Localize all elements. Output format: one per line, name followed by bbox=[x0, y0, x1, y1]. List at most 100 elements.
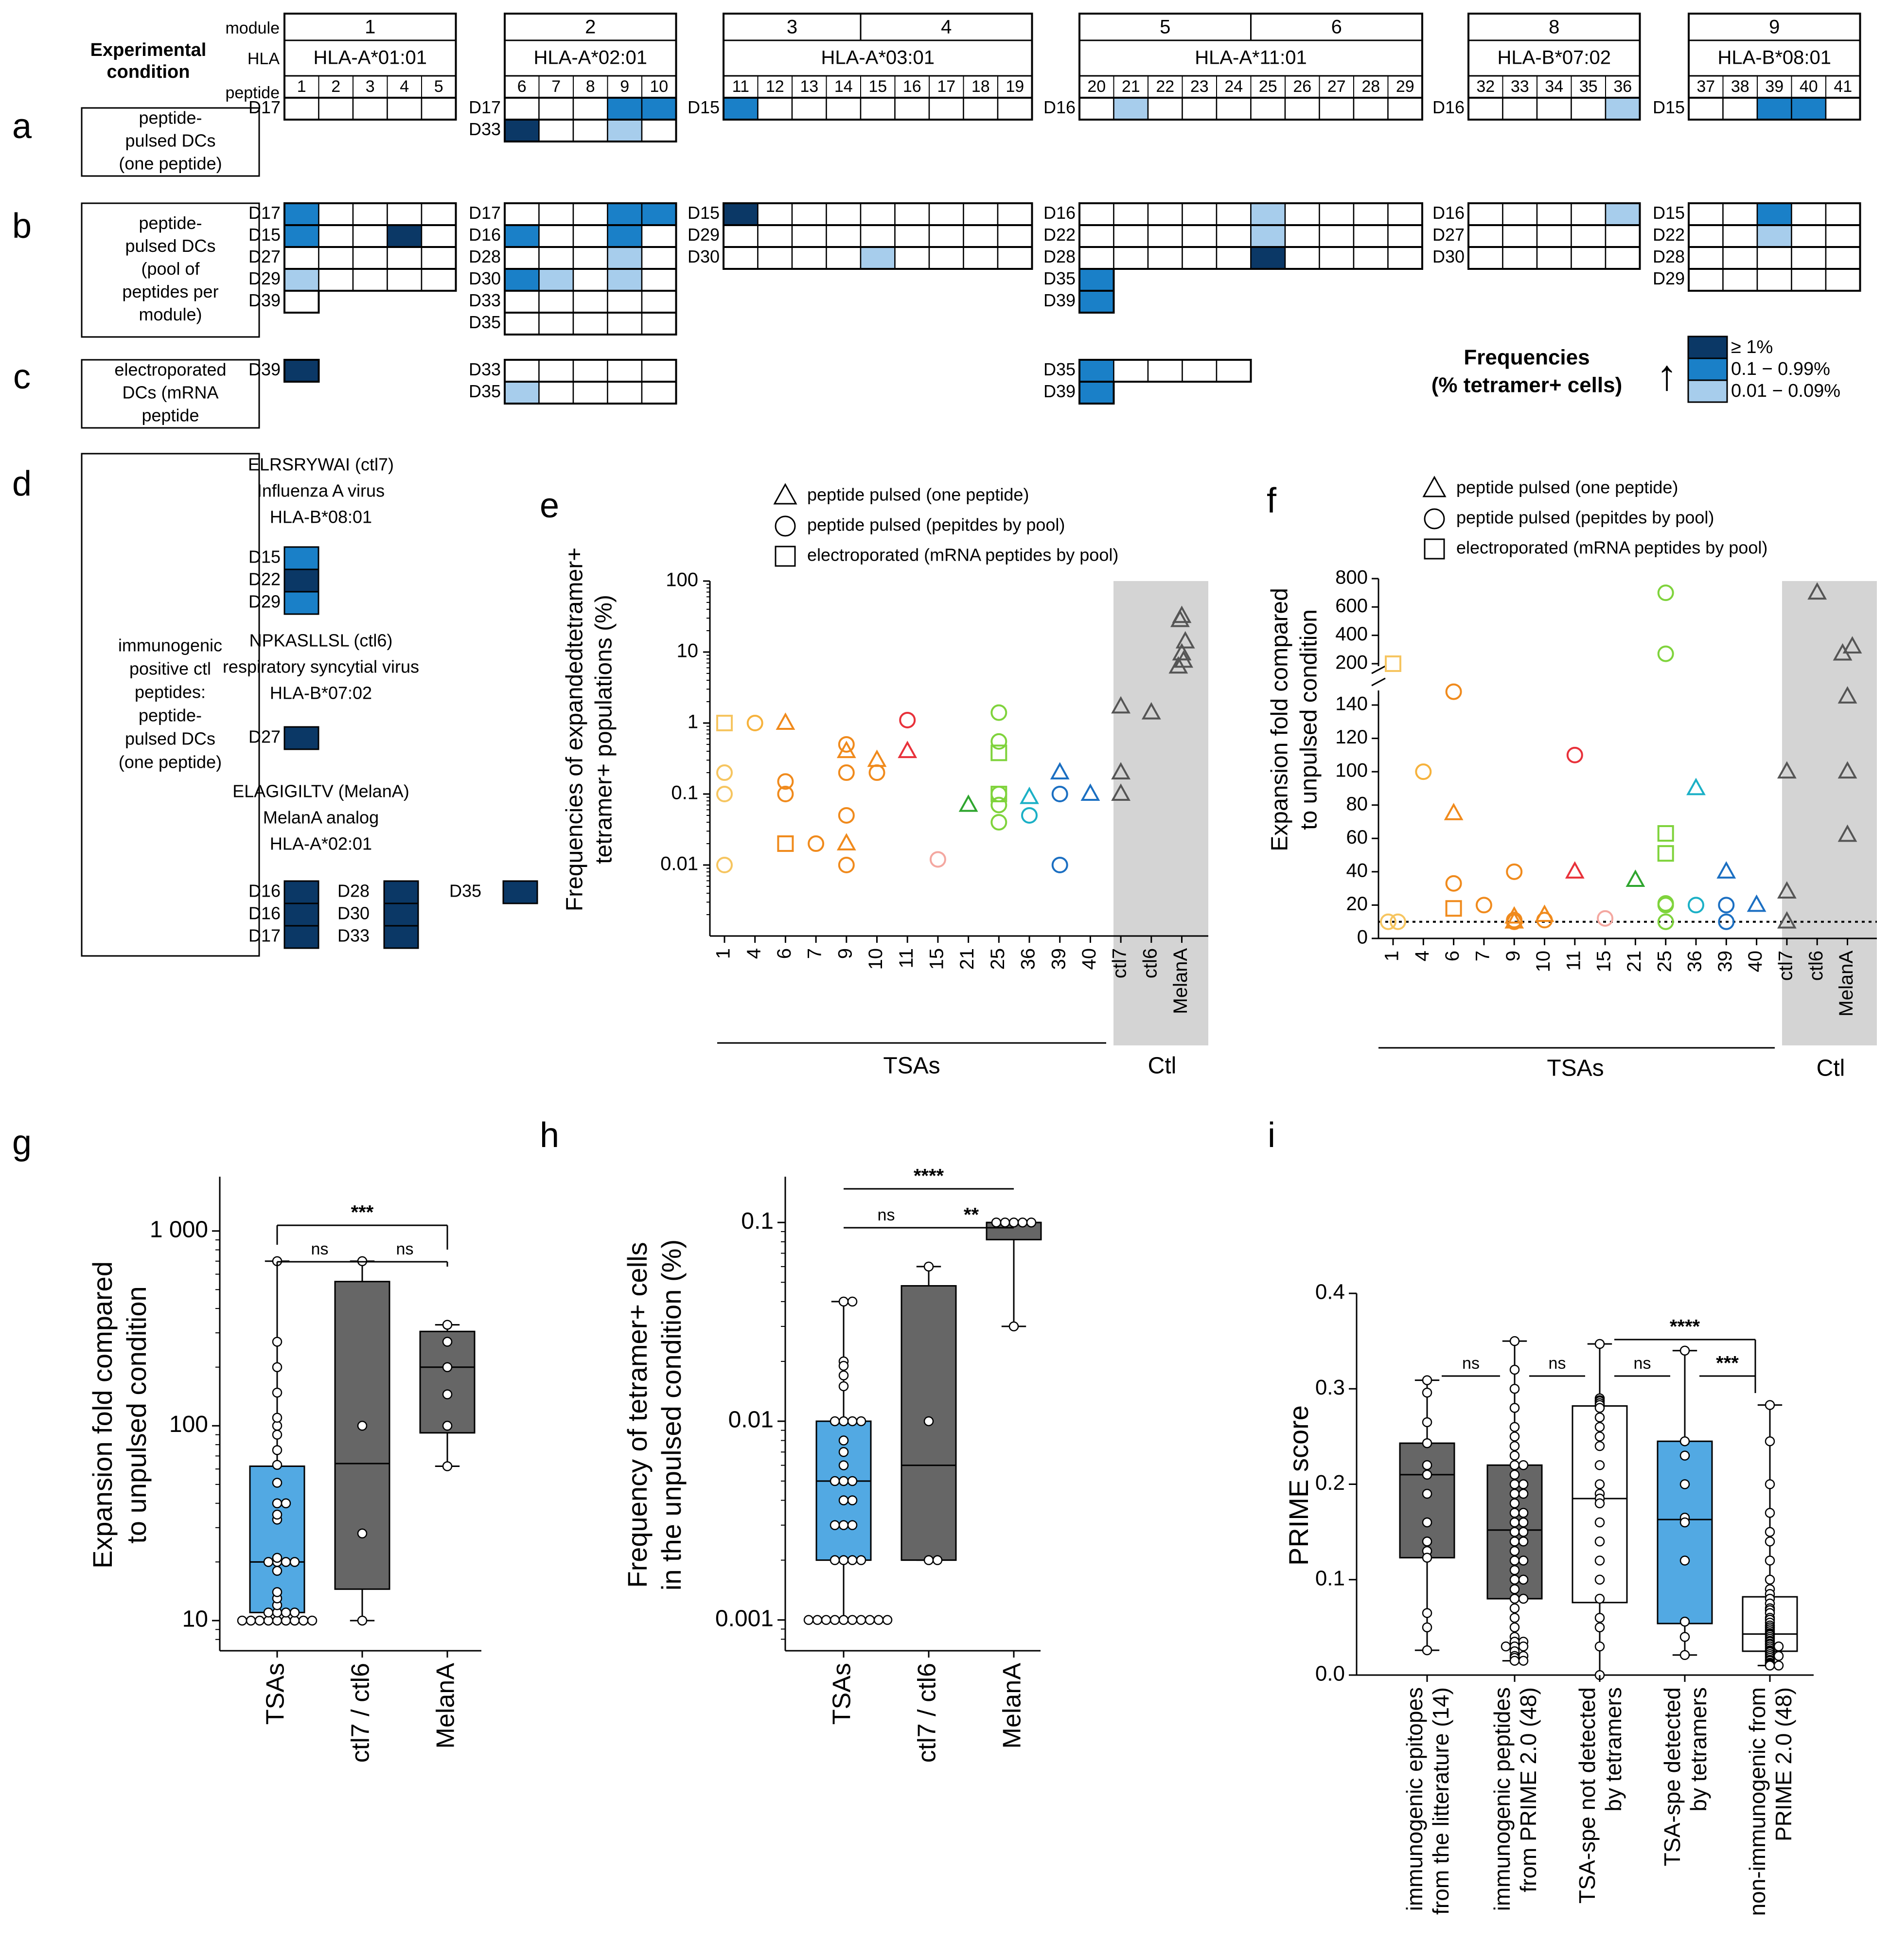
grid-cell bbox=[1284, 97, 1320, 121]
data-point bbox=[838, 1460, 849, 1470]
data-point bbox=[263, 1615, 274, 1626]
grid-cell bbox=[1216, 246, 1252, 270]
x-category-label: ctl7 / ctl6 bbox=[347, 1663, 375, 1763]
data-point bbox=[929, 851, 946, 868]
grid-cell bbox=[1536, 202, 1572, 226]
x-category-label: from PRIME 2.0 (48) bbox=[1516, 1687, 1541, 1892]
data-point bbox=[1594, 1622, 1605, 1633]
grid-cell bbox=[1467, 224, 1503, 248]
x-tick-label: ctl6 bbox=[1805, 951, 1827, 981]
data-point bbox=[923, 1416, 934, 1427]
data-point bbox=[1765, 1536, 1775, 1547]
data-point bbox=[254, 1615, 265, 1626]
grid-cell bbox=[1722, 246, 1758, 270]
data-point bbox=[1509, 1460, 1520, 1470]
grid-cell bbox=[1387, 224, 1423, 248]
grid-cell bbox=[860, 97, 896, 121]
y-axis-title: Frequencies of expandedtetramer+ bbox=[562, 547, 588, 911]
data-point bbox=[856, 1555, 866, 1565]
data-point bbox=[1594, 1593, 1605, 1604]
donor-label: D33 bbox=[469, 359, 501, 379]
grid-row-frame bbox=[723, 97, 1033, 121]
donor-label: D16 bbox=[1043, 97, 1076, 117]
data-point bbox=[442, 1337, 453, 1347]
data-point bbox=[357, 1421, 368, 1431]
grid-cell bbox=[1353, 97, 1389, 121]
panel-d-frame bbox=[81, 453, 260, 957]
y-tick-label: 10 bbox=[677, 640, 699, 662]
x-tick-label: 40 bbox=[1078, 948, 1100, 970]
data-point bbox=[1765, 1508, 1775, 1518]
data-point bbox=[272, 1498, 283, 1508]
condition-row-label: peptide bbox=[141, 406, 199, 425]
x-category-label: ctl7 / ctl6 bbox=[913, 1663, 941, 1763]
data-point bbox=[990, 733, 1007, 750]
grid-cell bbox=[607, 290, 643, 314]
data-point bbox=[281, 1615, 291, 1626]
data-point bbox=[838, 1435, 849, 1446]
y-tick-label: 120 bbox=[1335, 726, 1368, 748]
grid-cell bbox=[504, 224, 540, 248]
legend-square-icon bbox=[775, 546, 796, 567]
grid-row-frame bbox=[283, 97, 457, 121]
y-tick-label: 100 bbox=[169, 1412, 208, 1437]
grid-cell bbox=[504, 97, 540, 121]
module-number: 8 bbox=[1549, 17, 1559, 38]
grid-cell bbox=[1571, 224, 1607, 248]
grid-row-frame bbox=[1078, 97, 1423, 121]
data-point bbox=[1509, 1555, 1520, 1566]
data-point bbox=[1475, 897, 1492, 914]
grid-cell bbox=[963, 246, 999, 270]
data-point bbox=[272, 1387, 283, 1398]
grid-cell bbox=[387, 202, 423, 226]
data-point bbox=[272, 1445, 283, 1455]
donor-label: D22 bbox=[1653, 225, 1685, 245]
grid-cell bbox=[318, 246, 354, 270]
grid-cell bbox=[504, 119, 540, 142]
data-point bbox=[716, 857, 733, 873]
data-point bbox=[1518, 1479, 1529, 1489]
data-point bbox=[847, 1416, 858, 1427]
donor-label: D35 bbox=[1043, 359, 1076, 379]
grid-cell bbox=[538, 312, 574, 335]
grid-cell bbox=[1319, 246, 1355, 270]
data-point bbox=[1765, 1555, 1775, 1566]
peptide-number: 18 bbox=[971, 77, 990, 96]
data-point bbox=[777, 835, 794, 852]
grid-cell bbox=[572, 312, 608, 335]
grid-row-frame bbox=[1688, 97, 1861, 121]
data-point bbox=[289, 1607, 300, 1618]
ctl-shade bbox=[1113, 581, 1208, 1045]
data-point bbox=[272, 1337, 283, 1347]
panel-d-label: peptides: bbox=[135, 682, 206, 702]
y-tick-label: 0.0 bbox=[1315, 1662, 1345, 1686]
data-point bbox=[1175, 631, 1195, 649]
data-point bbox=[1422, 1375, 1432, 1385]
grid-row-frame bbox=[1078, 290, 1115, 314]
ctl-shade bbox=[1782, 581, 1877, 1045]
significance-label: ns bbox=[1634, 1354, 1651, 1373]
data-point bbox=[1594, 1431, 1605, 1442]
grid-cell bbox=[421, 268, 457, 292]
data-point bbox=[1021, 807, 1038, 824]
grid-cell bbox=[826, 246, 862, 270]
peptide-number: 7 bbox=[551, 77, 561, 96]
experimental-condition-title: Experimental bbox=[90, 40, 207, 60]
control-peptide-title: HLA-B*07:02 bbox=[270, 683, 372, 703]
grid-cell bbox=[607, 97, 643, 121]
data-point bbox=[838, 1296, 849, 1307]
grid-cell bbox=[641, 119, 677, 142]
grid-cell bbox=[641, 202, 677, 226]
grid-cell bbox=[963, 97, 999, 121]
peptide-number: 19 bbox=[1006, 77, 1024, 96]
data-point bbox=[1422, 1536, 1432, 1547]
data-point bbox=[1509, 1488, 1520, 1499]
donor-label: D17 bbox=[248, 97, 281, 117]
data-point bbox=[1509, 1364, 1520, 1375]
data-point bbox=[272, 1587, 283, 1597]
data-point bbox=[1051, 857, 1068, 873]
x-category-label: MelanA bbox=[998, 1663, 1026, 1749]
panel-d-label: (one peptide) bbox=[119, 752, 222, 772]
legend-triangle-icon bbox=[773, 483, 797, 505]
control-cell bbox=[283, 568, 319, 593]
